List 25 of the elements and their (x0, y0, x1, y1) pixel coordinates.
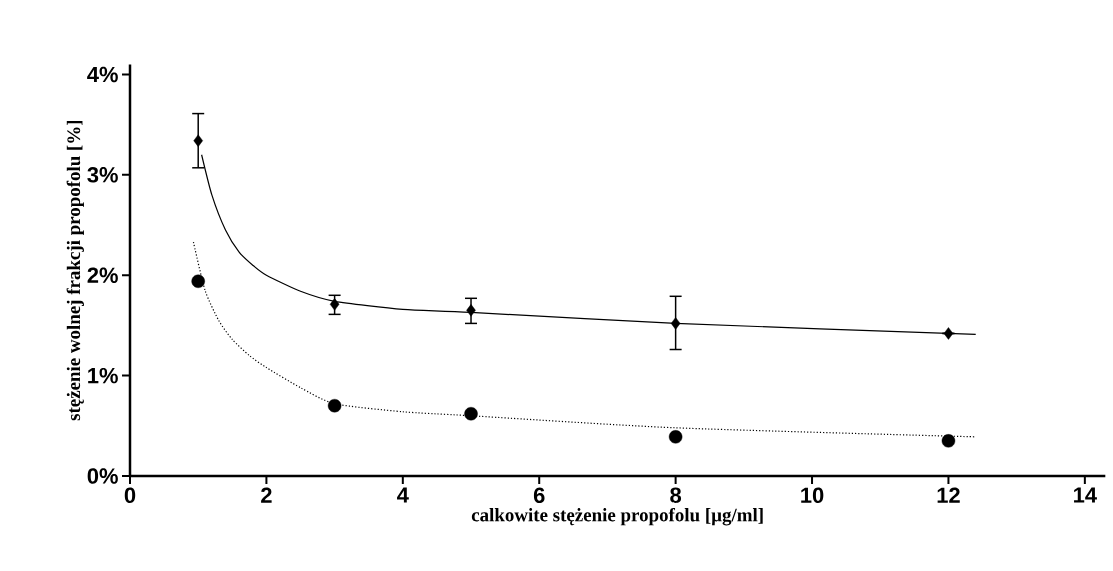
point (464, 407, 478, 421)
y-tick-label: 0% (87, 468, 118, 484)
x-tick-label: 2 (261, 487, 272, 503)
y-tick-label: 1% (88, 367, 118, 384)
point (327, 399, 342, 413)
x-tick-label: 8 (670, 487, 682, 504)
point (466, 304, 476, 317)
point (943, 327, 954, 340)
point (193, 134, 203, 147)
y-tick-label: 3% (87, 167, 118, 183)
y-tick-label: 2% (87, 267, 118, 283)
x-tick-label: 14 (1074, 487, 1097, 503)
x-tick-label: 12 (937, 487, 960, 503)
point (191, 274, 205, 288)
point (670, 317, 681, 330)
x-tick-label: 4 (397, 487, 409, 503)
x-tick-label: 10 (801, 487, 824, 504)
point (329, 298, 340, 311)
y-axis-title: stężenie wolnej frakcji propofolu [%] (66, 120, 84, 421)
x-tick-label: 0 (124, 487, 136, 504)
point (941, 434, 956, 448)
y-tick-label: 4% (87, 66, 118, 83)
x-axis-title: calkowite stężenie propofolu [µg/ml] (471, 507, 763, 526)
point (668, 430, 683, 444)
x-tick-label: 6 (533, 487, 545, 504)
